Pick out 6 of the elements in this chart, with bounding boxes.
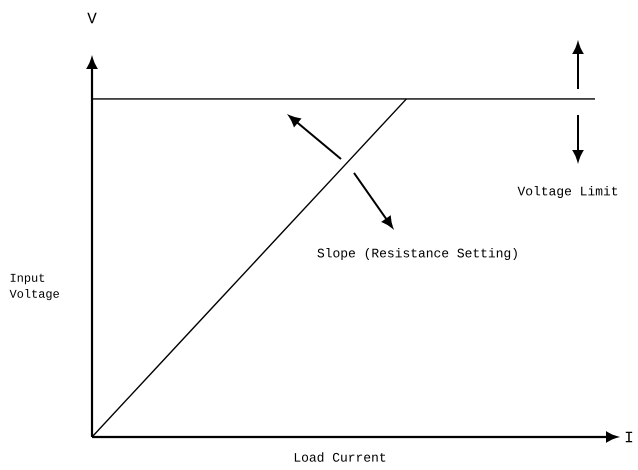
annotation: Slope (Resistance Setting)	[317, 248, 517, 260]
text: V	[87, 12, 97, 24]
x-axis-title: Load Current	[294, 452, 386, 462]
text: I	[626, 432, 632, 442]
y-axis-title: Input Voltage	[10, 274, 59, 300]
annotation: Voltage Limit	[518, 186, 618, 198]
